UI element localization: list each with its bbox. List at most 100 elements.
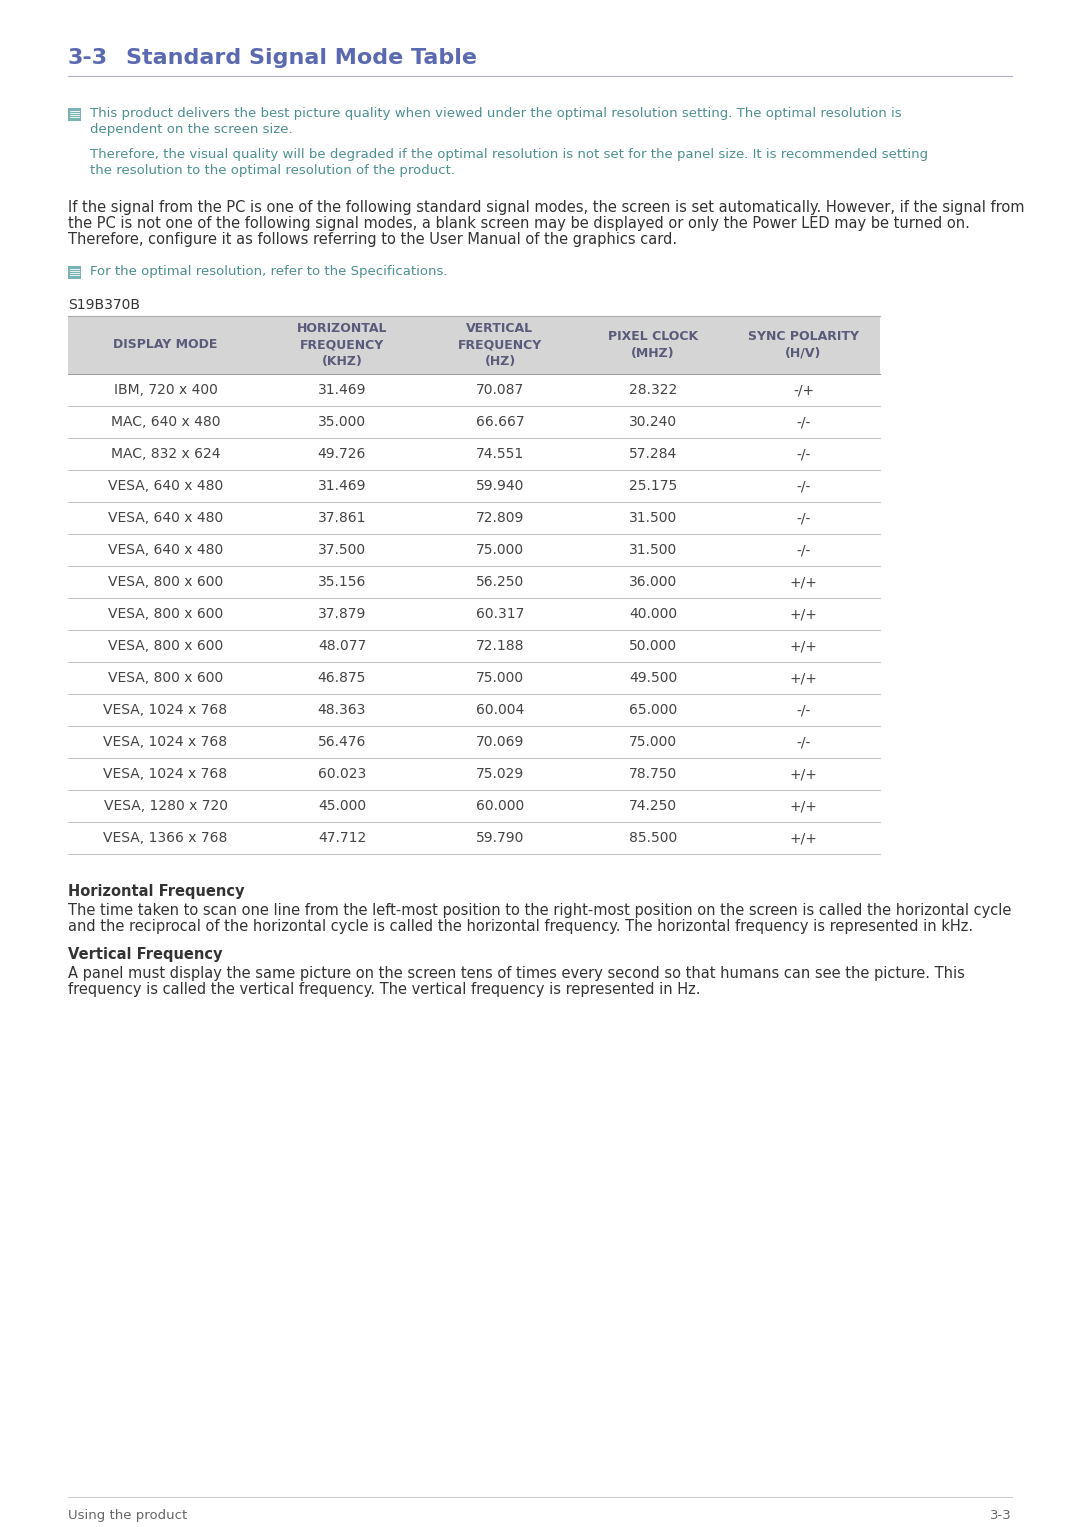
Text: VERTICAL
FREQUENCY
(HZ): VERTICAL FREQUENCY (HZ) (458, 322, 542, 368)
Text: +/+: +/+ (789, 638, 818, 654)
Text: 60.023: 60.023 (318, 767, 366, 780)
Text: 66.667: 66.667 (475, 415, 524, 429)
Text: 37.861: 37.861 (318, 512, 366, 525)
Text: 50.000: 50.000 (629, 638, 677, 654)
Text: -/-: -/- (796, 702, 811, 718)
Text: MAC, 640 x 480: MAC, 640 x 480 (111, 415, 220, 429)
Text: VESA, 800 x 600: VESA, 800 x 600 (108, 608, 224, 621)
Text: VESA, 800 x 600: VESA, 800 x 600 (108, 638, 224, 654)
Text: For the optimal resolution, refer to the Specifications.: For the optimal resolution, refer to the… (90, 266, 447, 278)
Text: -/-: -/- (796, 544, 811, 557)
Bar (68, 266, 81, 279)
Text: -/-: -/- (796, 447, 811, 461)
Text: 45.000: 45.000 (318, 799, 366, 812)
Text: VESA, 640 x 480: VESA, 640 x 480 (108, 512, 224, 525)
Text: +/+: +/+ (789, 799, 818, 812)
Text: 59.790: 59.790 (476, 831, 524, 844)
Text: Horizontal Frequency: Horizontal Frequency (68, 884, 244, 899)
Text: 46.875: 46.875 (318, 670, 366, 686)
Text: dependent on the screen size.: dependent on the screen size. (90, 124, 293, 136)
Text: 36.000: 36.000 (629, 576, 677, 589)
Text: +/+: +/+ (789, 670, 818, 686)
Text: 72.809: 72.809 (476, 512, 524, 525)
Text: 78.750: 78.750 (629, 767, 677, 780)
Text: Vertical Frequency: Vertical Frequency (68, 947, 222, 962)
Text: -/-: -/- (796, 734, 811, 750)
Text: PIXEL CLOCK
(MHZ): PIXEL CLOCK (MHZ) (608, 330, 698, 359)
Text: 75.029: 75.029 (476, 767, 524, 780)
Text: This product delivers the best picture quality when viewed under the optimal res: This product delivers the best picture q… (90, 107, 902, 121)
Text: 75.000: 75.000 (476, 670, 524, 686)
Text: 37.879: 37.879 (318, 608, 366, 621)
Text: 47.712: 47.712 (318, 831, 366, 844)
Text: 60.000: 60.000 (476, 799, 524, 812)
Text: 85.500: 85.500 (629, 831, 677, 844)
Text: A panel must display the same picture on the screen tens of times every second s: A panel must display the same picture on… (68, 967, 964, 980)
Text: 57.284: 57.284 (629, 447, 677, 461)
Text: 48.363: 48.363 (318, 702, 366, 718)
Text: 31.500: 31.500 (629, 544, 677, 557)
Text: VESA, 640 x 480: VESA, 640 x 480 (108, 479, 224, 493)
Text: 60.317: 60.317 (476, 608, 524, 621)
Text: 56.250: 56.250 (476, 576, 524, 589)
Text: 74.250: 74.250 (629, 799, 677, 812)
Text: 49.726: 49.726 (318, 447, 366, 461)
Bar (68, 316, 880, 374)
Text: -/+: -/+ (793, 383, 814, 397)
Text: 72.188: 72.188 (476, 638, 524, 654)
Text: 31.469: 31.469 (318, 383, 366, 397)
Text: MAC, 832 x 624: MAC, 832 x 624 (111, 447, 220, 461)
Text: 60.004: 60.004 (476, 702, 524, 718)
Text: SYNC POLARITY
(H/V): SYNC POLARITY (H/V) (748, 330, 859, 359)
Text: 28.322: 28.322 (629, 383, 677, 397)
Text: 70.069: 70.069 (476, 734, 524, 750)
Text: If the signal from the PC is one of the following standard signal modes, the scr: If the signal from the PC is one of the … (68, 200, 1025, 215)
Text: and the reciprocal of the horizontal cycle is called the horizontal frequency. T: and the reciprocal of the horizontal cyc… (68, 919, 973, 935)
Text: frequency is called the vertical frequency. The vertical frequency is represente: frequency is called the vertical frequen… (68, 982, 701, 997)
Text: 70.087: 70.087 (476, 383, 524, 397)
Text: S19B370B: S19B370B (68, 298, 140, 312)
Text: 35.000: 35.000 (318, 415, 366, 429)
Text: DISPLAY MODE: DISPLAY MODE (113, 339, 218, 351)
Text: 40.000: 40.000 (629, 608, 677, 621)
Text: VESA, 1024 x 768: VESA, 1024 x 768 (104, 767, 228, 780)
Text: 56.476: 56.476 (318, 734, 366, 750)
Text: Therefore, the visual quality will be degraded if the optimal resolution is not : Therefore, the visual quality will be de… (90, 148, 928, 160)
Text: -/-: -/- (796, 415, 811, 429)
Text: IBM, 720 x 400: IBM, 720 x 400 (113, 383, 217, 397)
Text: VESA, 1280 x 720: VESA, 1280 x 720 (104, 799, 228, 812)
Text: 3-3: 3-3 (68, 47, 108, 69)
Text: VESA, 1366 x 768: VESA, 1366 x 768 (104, 831, 228, 844)
Text: -/-: -/- (796, 479, 811, 493)
Text: VESA, 1024 x 768: VESA, 1024 x 768 (104, 734, 228, 750)
Text: 75.000: 75.000 (476, 544, 524, 557)
Text: 3-3: 3-3 (990, 1509, 1012, 1522)
Text: Therefore, configure it as follows referring to the User Manual of the graphics : Therefore, configure it as follows refer… (68, 232, 677, 247)
Bar (68, 108, 81, 121)
Text: 25.175: 25.175 (629, 479, 677, 493)
Text: HORIZONTAL
FREQUENCY
(KHZ): HORIZONTAL FREQUENCY (KHZ) (297, 322, 388, 368)
Text: the PC is not one of the following signal modes, a blank screen may be displayed: the PC is not one of the following signa… (68, 215, 970, 231)
Text: 75.000: 75.000 (629, 734, 677, 750)
Text: 48.077: 48.077 (318, 638, 366, 654)
Text: VESA, 640 x 480: VESA, 640 x 480 (108, 544, 224, 557)
Text: 37.500: 37.500 (318, 544, 366, 557)
Text: 74.551: 74.551 (476, 447, 524, 461)
Text: the resolution to the optimal resolution of the product.: the resolution to the optimal resolution… (90, 163, 455, 177)
Text: +/+: +/+ (789, 576, 818, 589)
Text: VESA, 1024 x 768: VESA, 1024 x 768 (104, 702, 228, 718)
Text: 35.156: 35.156 (318, 576, 366, 589)
Text: +/+: +/+ (789, 831, 818, 844)
Text: +/+: +/+ (789, 608, 818, 621)
Text: VESA, 800 x 600: VESA, 800 x 600 (108, 670, 224, 686)
Text: 65.000: 65.000 (629, 702, 677, 718)
Text: 31.500: 31.500 (629, 512, 677, 525)
Text: 31.469: 31.469 (318, 479, 366, 493)
Text: Using the product: Using the product (68, 1509, 187, 1522)
Text: VESA, 800 x 600: VESA, 800 x 600 (108, 576, 224, 589)
Text: Standard Signal Mode Table: Standard Signal Mode Table (126, 47, 477, 69)
Text: The time taken to scan one line from the left-most position to the right-most po: The time taken to scan one line from the… (68, 902, 1011, 918)
Text: +/+: +/+ (789, 767, 818, 780)
Text: 59.940: 59.940 (476, 479, 524, 493)
Text: 49.500: 49.500 (629, 670, 677, 686)
